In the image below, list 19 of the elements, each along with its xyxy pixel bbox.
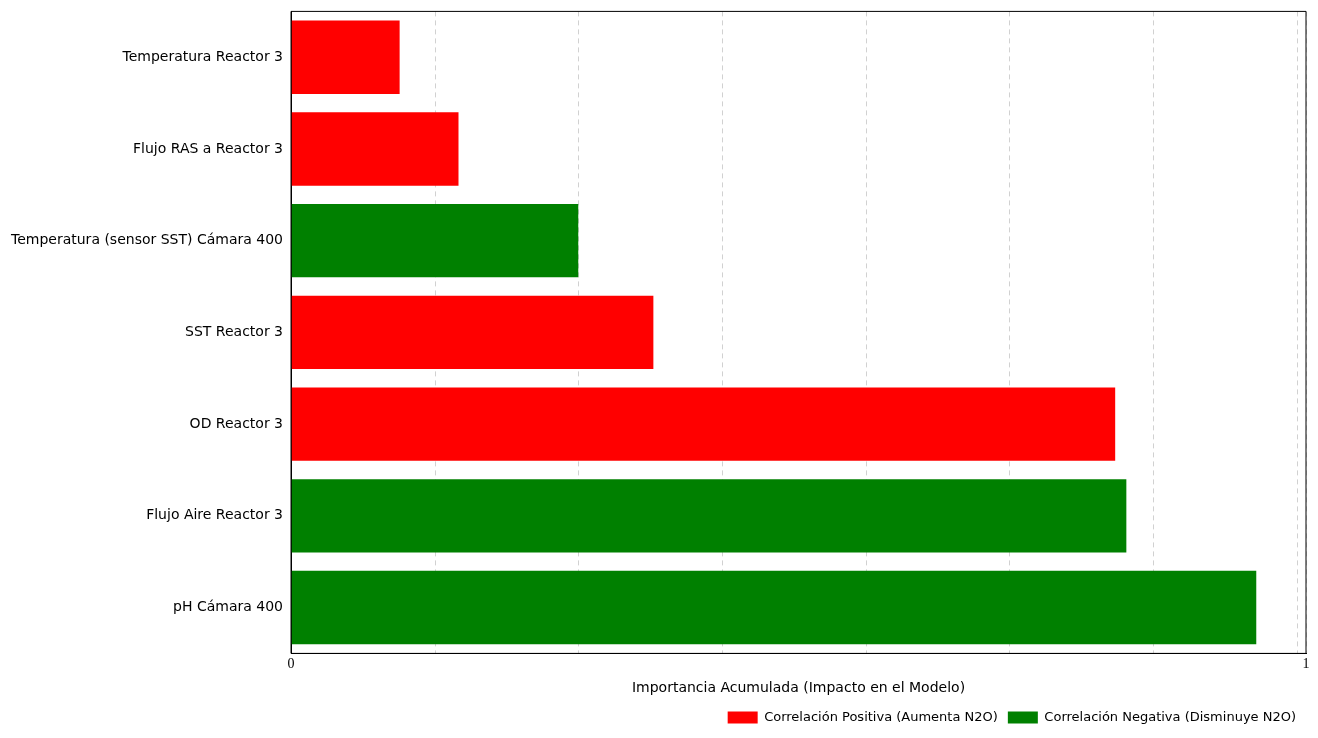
bar — [291, 295, 654, 370]
bar — [291, 20, 400, 94]
legend-label: Correlación Negativa (Disminuye N2O) — [1044, 708, 1296, 724]
x-tick-label: 0 — [287, 656, 295, 672]
y-tick-label: SST Reactor 3 — [185, 323, 284, 340]
bar — [291, 479, 1127, 553]
bar — [291, 387, 1116, 461]
bar — [291, 112, 459, 186]
y-tick-label: Temperatura Reactor 3 — [121, 47, 284, 64]
x-tick-label: 1 — [1302, 656, 1310, 672]
y-tick-label: Flujo Aire Reactor 3 — [146, 506, 284, 523]
legend-label: Correlación Positiva (Aumenta N2O) — [764, 708, 998, 724]
x-axis-title: Importancia Acumulada (Impacto en el Modelo) — [631, 679, 966, 696]
y-tick-label: pH Cámara 400 — [173, 598, 284, 615]
y-tick-label: Temperatura (sensor SST) Cámara 400 — [10, 231, 284, 248]
y-tick-label: Flujo RAS a Reactor 3 — [133, 139, 284, 156]
y-tick-label: OD Reactor 3 — [189, 414, 284, 431]
bar — [291, 570, 1257, 645]
bar — [291, 204, 579, 278]
